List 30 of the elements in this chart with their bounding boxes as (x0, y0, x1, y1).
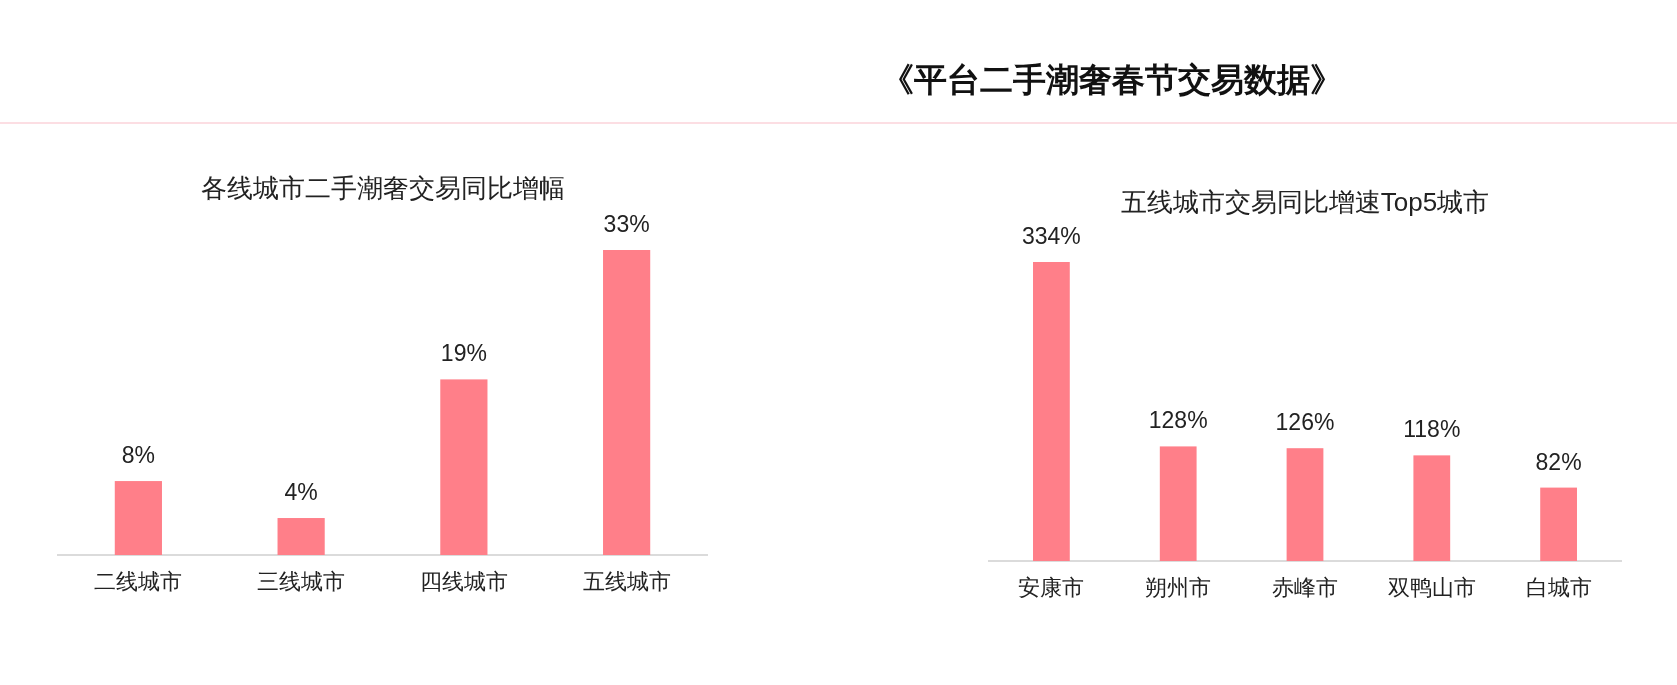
bar (1413, 455, 1451, 561)
x-tick-label: 双鸭山市 (1387, 576, 1476, 600)
x-tick-label: 四线城市 (419, 570, 508, 594)
x-tick-label: 朔州市 (1145, 576, 1212, 600)
bar (603, 250, 651, 555)
x-tick-label: 三线城市 (257, 570, 346, 594)
data-label: 33% (603, 211, 650, 237)
bar (114, 481, 162, 555)
x-tick-label: 赤峰市 (1272, 576, 1338, 600)
bar (277, 518, 325, 555)
data-label: 128% (1148, 407, 1208, 434)
data-label: 334% (1021, 223, 1081, 249)
chart-title: 各线城市二手潮奢交易同比增幅 (200, 173, 565, 203)
x-tick-label: 二线城市 (94, 570, 183, 594)
data-label: 4% (284, 479, 318, 506)
data-label: 19% (440, 340, 487, 367)
bar (440, 379, 488, 555)
bar (1159, 446, 1197, 561)
data-label: 118% (1403, 416, 1461, 443)
x-tick-label: 白城市 (1525, 576, 1592, 600)
data-label: 126% (1275, 409, 1335, 436)
bar (1286, 448, 1324, 561)
data-label: 82% (1535, 448, 1582, 475)
text: 《平台二手潮奢春节交易数据》 (881, 60, 1343, 98)
chart-title: 五线城市交易同比增速Top5城市 (1120, 187, 1490, 217)
x-tick-label: 安康市 (1018, 576, 1085, 600)
data-label: 8% (121, 442, 155, 469)
bar (1033, 262, 1070, 561)
bar (1540, 487, 1577, 561)
x-tick-label: 五线城市 (582, 570, 671, 594)
